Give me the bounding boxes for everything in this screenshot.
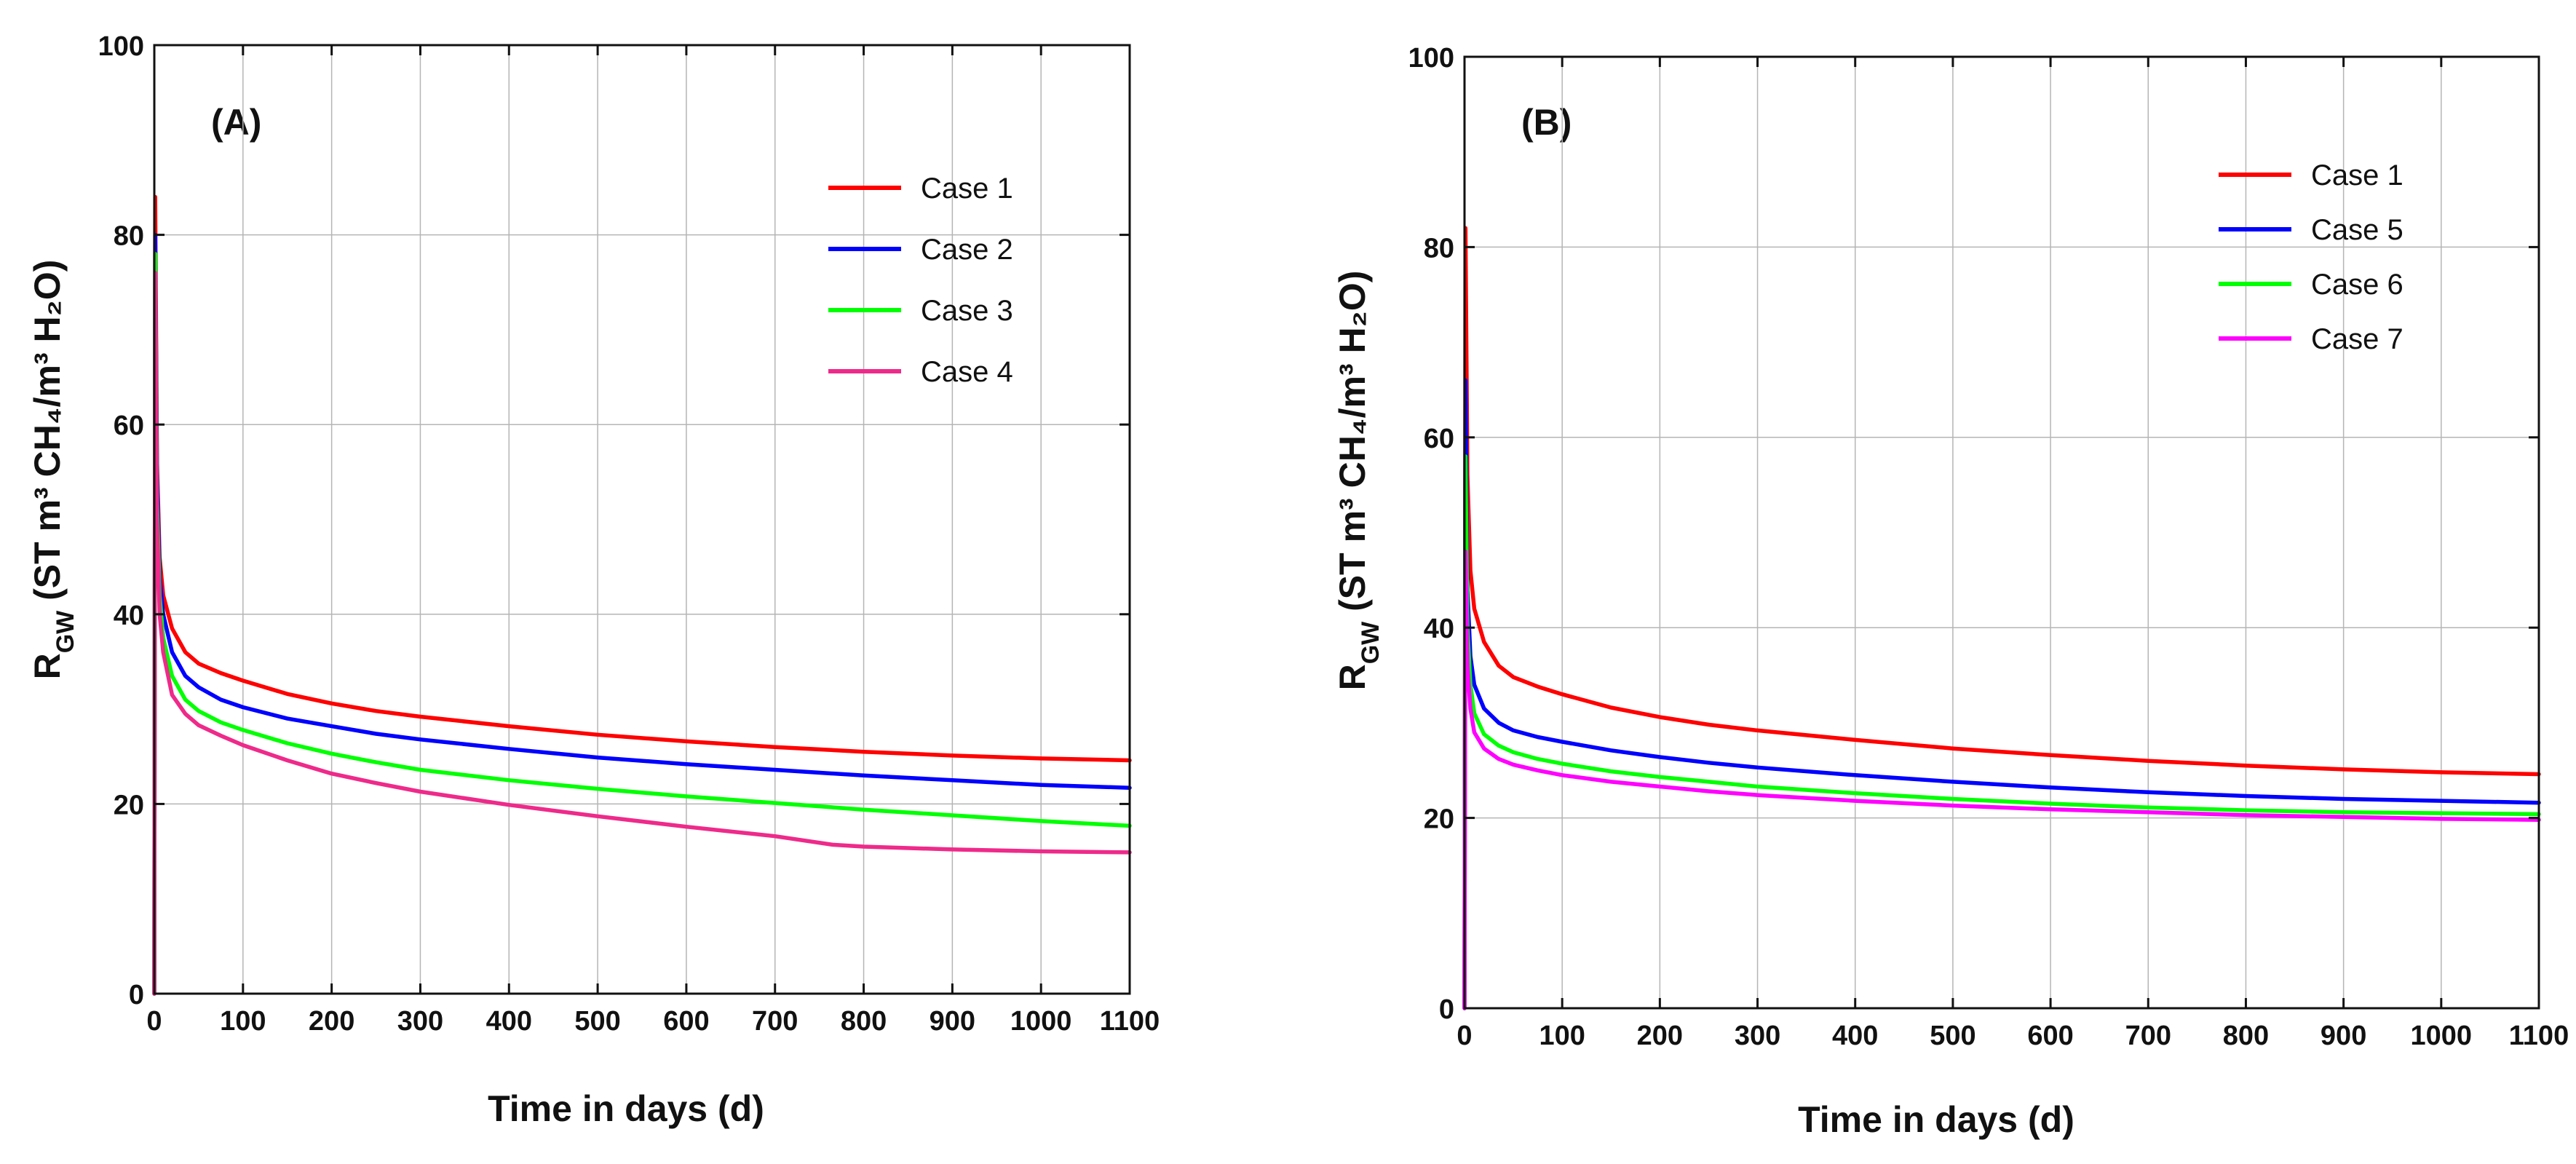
panel-a-legend-label-case-2: Case 2 [921, 234, 1013, 266]
panel-a-plot-frame [153, 44, 1131, 995]
chart-panel-b: (B) Time in days (d) RGW (ST m³ CH₄/m³ H… [1332, 43, 2569, 1140]
panel-b-label: (B) [1521, 102, 1572, 143]
panel-a-y-axis-title-main: R [27, 653, 68, 679]
panel-a-legend-label-case-3: Case 3 [921, 295, 1013, 327]
panel-a-x-tick-label-3: 300 [397, 1006, 443, 1037]
panel-b-y-axis-title-subscript: GW [1357, 621, 1384, 664]
panel-a-x-tick-label-2: 200 [309, 1006, 354, 1037]
panel-b-x-axis-title: Time in days (d) [1798, 1099, 2074, 1140]
panel-a-x-tick-label-6: 600 [663, 1006, 709, 1037]
panel-a-y-tick-label-5: 100 [98, 31, 144, 62]
panel-a-x-tick-label-1: 100 [220, 1006, 266, 1037]
panel-b-y-axis-title: RGW (ST m³ CH₄/m³ H₂O) [1332, 271, 1384, 691]
panel-b-grid [1465, 57, 2539, 1008]
panel-b-x-tick-label-4: 400 [1832, 1021, 1878, 1051]
panel-a-series-line-case-4 [152, 270, 1132, 996]
panel-a-x-tick-label-8: 800 [841, 1006, 887, 1037]
panel-a-x-tick-label-9: 900 [930, 1006, 975, 1037]
panel-b-legend-label-case-5: Case 5 [2311, 214, 2403, 246]
panel-b-y-tick-label-1: 20 [1424, 804, 1454, 835]
panel-b-legend-label-case-7: Case 7 [2311, 323, 2403, 355]
panel-a-x-tick-label-7: 700 [752, 1006, 798, 1037]
panel-a-y-axis-title-units: (ST m³ CH₄/m³ H₂O) [27, 260, 68, 611]
panel-a-y-axis-title-subscript: GW [52, 610, 79, 653]
panel-a-y-tick-label-4: 80 [114, 221, 144, 252]
panel-a-y-tick-label-0: 0 [129, 980, 144, 1010]
panel-b-y-tick-label-3: 60 [1424, 424, 1454, 454]
panel-a-x-tick-label-10: 1000 [1010, 1006, 1072, 1037]
panel-b-x-tick-label-11: 1100 [2509, 1021, 2569, 1051]
panel-b-ticks: 0 100 200 300 400 500 600 700 800 900 1000 1100 0 20 4… [1408, 43, 2569, 1051]
panel-a-y-tick-label-2: 40 [114, 601, 144, 631]
panel-a-x-tick-label-4: 400 [486, 1006, 532, 1037]
panel-a-x-tick-label-11: 1100 [1100, 1006, 1160, 1037]
panel-a-x-axis-title: Time in days (d) [488, 1088, 764, 1129]
panel-a-y-axis-title: RGW (ST m³ CH₄/m³ H₂O) [27, 260, 79, 680]
panel-b-series-line-case-6 [1462, 454, 2541, 1010]
panel-b-y-tick-label-0: 0 [1439, 994, 1454, 1025]
panel-b-y-axis-title-main: R [1332, 664, 1373, 690]
panel-b-x-tick-label-1: 100 [1539, 1021, 1585, 1051]
panel-b-x-tick-label-6: 600 [2027, 1021, 2073, 1051]
panel-a-x-tick-label-5: 500 [574, 1006, 620, 1037]
panel-a-ticks: 0 100 200 300 400 500 600 700 800 900 1000 1100 0 20 4… [98, 31, 1160, 1037]
panel-a-label: (A) [211, 102, 261, 143]
panel-b-x-tick-label-7: 700 [2125, 1021, 2171, 1051]
panel-b-series [1462, 226, 2541, 1010]
panel-a-legend: Case 1 Case 2 Case 3 Case 4 [828, 173, 1013, 388]
panel-a-x-tick-label-0: 0 [146, 1006, 162, 1037]
panel-b-x-tick-label-8: 800 [2223, 1021, 2269, 1051]
panel-b-x-tick-label-5: 500 [1930, 1021, 1975, 1051]
chart-panel-a: (A) Time in days (d) RGW (ST m³ CH₄/m³ H… [27, 31, 1160, 1129]
panel-b-plot-frame [1463, 55, 2540, 1010]
panel-a-y-tick-label-3: 60 [114, 411, 144, 441]
panel-b-legend-label-case-1: Case 1 [2311, 159, 2403, 191]
panel-b-series-line-case-7 [1462, 549, 2541, 1010]
panel-a-y-tick-label-1: 20 [114, 790, 144, 820]
panel-b-y-tick-label-2: 40 [1424, 614, 1454, 644]
panel-b-x-tick-label-9: 900 [2321, 1021, 2366, 1051]
panel-b-x-tick-label-2: 200 [1637, 1021, 1683, 1051]
panel-b-x-tick-label-10: 1000 [2411, 1021, 2473, 1051]
panel-b-y-tick-label-4: 80 [1424, 233, 1454, 264]
panel-b-y-axis-title-units: (ST m³ CH₄/m³ H₂O) [1332, 271, 1373, 622]
panel-b-legend-label-case-6: Case 6 [2311, 269, 2403, 301]
panel-b-x-tick-label-0: 0 [1457, 1021, 1472, 1051]
panel-b-y-tick-label-5: 100 [1408, 43, 1454, 74]
panel-a-series [152, 194, 1132, 996]
panel-a-legend-label-case-1: Case 1 [921, 173, 1013, 205]
panel-b-series-line-case-1 [1462, 226, 2541, 1010]
panel-a-legend-label-case-4: Case 4 [921, 356, 1013, 388]
panel-b-series-line-case-5 [1462, 378, 2541, 1010]
panel-b-x-tick-label-3: 300 [1735, 1021, 1780, 1051]
panel-b-legend: Case 1 Case 5 Case 6 Case 7 [2219, 159, 2403, 355]
